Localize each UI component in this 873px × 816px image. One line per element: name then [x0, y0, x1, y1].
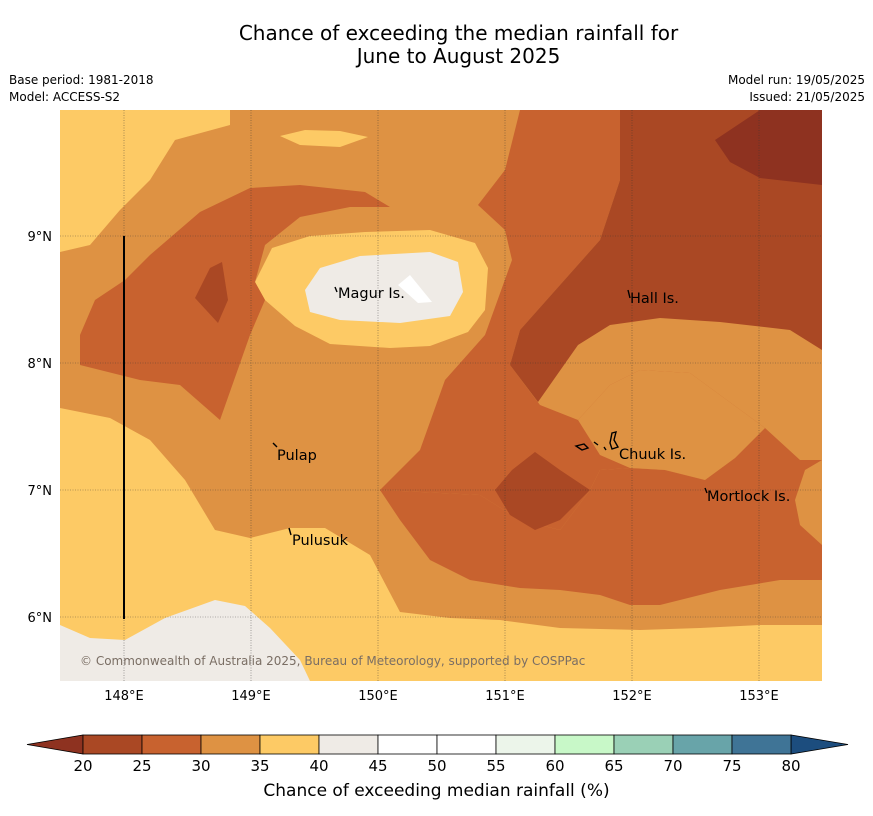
gridlines: [60, 110, 822, 681]
place-label-hall: Hall Is.: [630, 291, 679, 307]
lon-tick-150e: 150°E: [358, 689, 398, 704]
region-25-30-southeast: [380, 428, 822, 605]
place-label-mortlock: Mortlock Is.: [707, 489, 790, 505]
colorbar-swatch: [377, 734, 438, 755]
model-run: Model run: 19/05/2025: [727, 73, 865, 87]
colorbar-swatch: [554, 734, 615, 755]
place-label-chuuk: Chuuk Is.: [619, 447, 686, 463]
region-25-30-west: [80, 185, 390, 420]
map-area: [60, 110, 822, 681]
lon-tick-148e: 148°E: [104, 689, 144, 704]
colorbar-swatch: [731, 734, 792, 755]
colorbar-label: Chance of exceeding median rainfall (%): [263, 781, 610, 801]
colorbar-swatch: [495, 734, 556, 755]
model-name: Model: ACCESS-S2: [9, 90, 121, 104]
colorbar-tick-label: 55: [486, 757, 505, 775]
chart-title: Chance of exceeding the median rainfall …: [0, 22, 873, 68]
meta-left: Base period: 1981-2018 Model: ACCESS-S2: [9, 72, 154, 106]
region-45-50-magur: [305, 252, 463, 323]
place-label-pulusuk: Pulusuk: [292, 533, 349, 549]
meta-right: Model run: 19/05/2025 Issued: 21/05/2025: [728, 72, 865, 106]
colorbar-tick-label: 70: [663, 757, 682, 775]
lat-tick-8n: 8°N: [28, 357, 53, 372]
base-period: Base period: 1981-2018: [9, 73, 154, 87]
colorbar: 20 25 30 35 40 45 50 55 60 65 70 75 80: [26, 734, 849, 775]
region-35-40-east-edge: [795, 460, 822, 545]
lon-tick-149e: 149°E: [231, 689, 271, 704]
colorbar-tick-label: 20: [73, 757, 92, 775]
lat-tick-9n: 9°N: [28, 230, 53, 245]
lon-tick-152e: 152°E: [612, 689, 652, 704]
region-20-25-west-blob: [195, 262, 228, 323]
title-line-2: June to August 2025: [356, 44, 561, 68]
colorbar-tick-label: 65: [604, 757, 623, 775]
place-label-pulap: Pulap: [277, 448, 317, 464]
colorbar-tick-label: 40: [309, 757, 328, 775]
issued-date: Issued: 21/05/2025: [749, 90, 865, 104]
colorbar-swatch: [82, 734, 143, 755]
lon-tick-151e: 151°E: [485, 689, 525, 704]
colorbar-over-arrow: [790, 734, 849, 755]
colorbar-tick-label: 60: [545, 757, 564, 775]
colorbar-swatch: [672, 734, 733, 755]
chuuk-island-marker: [574, 431, 620, 451]
pulap-island-marker: [272, 442, 278, 448]
region-50-55-magur: [398, 275, 432, 303]
colorbar-tick-label: 35: [250, 757, 269, 775]
region-20-25-south-blob: [495, 452, 590, 530]
copyright-notice: © Commonwealth of Australia 2025, Bureau…: [80, 654, 585, 668]
colorbar-tick-label: 25: [132, 757, 151, 775]
island-markers: [272, 286, 708, 536]
lat-tick-6n: 6°N: [28, 611, 53, 626]
colorbar-under-arrow: [26, 734, 84, 755]
region-40-45-north-west: [60, 110, 230, 252]
hall-island-marker: [627, 289, 631, 299]
title-line-1: Chance of exceeding the median rainfall …: [238, 21, 679, 45]
place-label-magur: Magur Is.: [338, 286, 405, 302]
colorbar-tick-label: 80: [781, 757, 800, 775]
colorbar-swatch: [318, 734, 379, 755]
colorbar-swatch: [200, 734, 261, 755]
region-35-40-chuuk: [578, 370, 765, 480]
colorbar-swatch: [259, 734, 320, 755]
colorbar-tick-label: 45: [368, 757, 387, 775]
colorbar-tick-label: 75: [722, 757, 741, 775]
colorbar-swatch: [141, 734, 202, 755]
region-40-45-top-bubble: [280, 130, 368, 147]
region-20-25-hall: [510, 110, 822, 402]
mortlock-island-marker: [704, 487, 708, 494]
colorbar-tick-label: 50: [427, 757, 446, 775]
lat-tick-7n: 7°N: [28, 484, 53, 499]
colorbar-tick-label: 30: [191, 757, 210, 775]
colorbar-swatch: [436, 734, 497, 755]
region-below-20: [715, 110, 822, 185]
magur-island-marker: [334, 286, 338, 293]
pulusuk-island-marker: [288, 527, 292, 536]
colorbar-swatch: [613, 734, 674, 755]
lon-tick-153e: 153°E: [739, 689, 779, 704]
region-45-50-south: [60, 600, 310, 681]
